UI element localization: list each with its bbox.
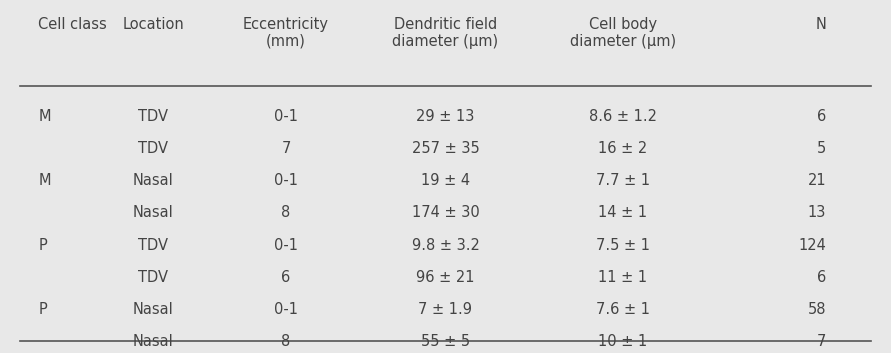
Text: 0-1: 0-1 — [274, 109, 298, 124]
Text: M: M — [38, 173, 51, 189]
Text: Nasal: Nasal — [133, 302, 174, 317]
Text: Nasal: Nasal — [133, 334, 174, 349]
Text: Nasal: Nasal — [133, 173, 174, 189]
Text: P: P — [38, 302, 47, 317]
Text: 21: 21 — [807, 173, 826, 189]
Text: 174 ± 30: 174 ± 30 — [412, 205, 479, 221]
Text: 5: 5 — [817, 141, 826, 156]
Text: 7.6 ± 1: 7.6 ± 1 — [595, 302, 650, 317]
Text: 8.6 ± 1.2: 8.6 ± 1.2 — [589, 109, 657, 124]
Text: 11 ± 1: 11 ± 1 — [598, 270, 647, 285]
Text: 7 ± 1.9: 7 ± 1.9 — [419, 302, 472, 317]
Text: 9.8 ± 3.2: 9.8 ± 3.2 — [412, 238, 479, 252]
Text: 0-1: 0-1 — [274, 173, 298, 189]
Text: 8: 8 — [282, 334, 290, 349]
Text: TDV: TDV — [138, 238, 168, 252]
Text: 13: 13 — [808, 205, 826, 221]
Text: 16 ± 2: 16 ± 2 — [598, 141, 647, 156]
Text: 10 ± 1: 10 ± 1 — [598, 334, 647, 349]
Text: 96 ± 21: 96 ± 21 — [416, 270, 475, 285]
Text: Cell class: Cell class — [38, 17, 107, 31]
Text: Location: Location — [122, 17, 184, 31]
Text: 7.5 ± 1: 7.5 ± 1 — [595, 238, 650, 252]
Text: 0-1: 0-1 — [274, 238, 298, 252]
Text: M: M — [38, 109, 51, 124]
Text: 8: 8 — [282, 205, 290, 221]
Text: 6: 6 — [817, 109, 826, 124]
Text: Dendritic field
diameter (μm): Dendritic field diameter (μm) — [392, 17, 499, 49]
Text: TDV: TDV — [138, 270, 168, 285]
Text: 7: 7 — [282, 141, 290, 156]
Text: 6: 6 — [282, 270, 290, 285]
Text: 7: 7 — [817, 334, 826, 349]
Text: 0-1: 0-1 — [274, 302, 298, 317]
Text: 7.7 ± 1: 7.7 ± 1 — [595, 173, 650, 189]
Text: TDV: TDV — [138, 141, 168, 156]
Text: Cell body
diameter (μm): Cell body diameter (μm) — [569, 17, 675, 49]
Text: 14 ± 1: 14 ± 1 — [598, 205, 647, 221]
Text: 55 ± 5: 55 ± 5 — [421, 334, 470, 349]
Text: 124: 124 — [798, 238, 826, 252]
Text: N: N — [815, 17, 826, 31]
Text: 6: 6 — [817, 270, 826, 285]
Text: 29 ± 13: 29 ± 13 — [416, 109, 475, 124]
Text: 58: 58 — [808, 302, 826, 317]
Text: 257 ± 35: 257 ± 35 — [412, 141, 479, 156]
Text: Eccentricity
(mm): Eccentricity (mm) — [243, 17, 329, 49]
Text: P: P — [38, 238, 47, 252]
Text: 19 ± 4: 19 ± 4 — [421, 173, 470, 189]
Text: Nasal: Nasal — [133, 205, 174, 221]
Text: TDV: TDV — [138, 109, 168, 124]
